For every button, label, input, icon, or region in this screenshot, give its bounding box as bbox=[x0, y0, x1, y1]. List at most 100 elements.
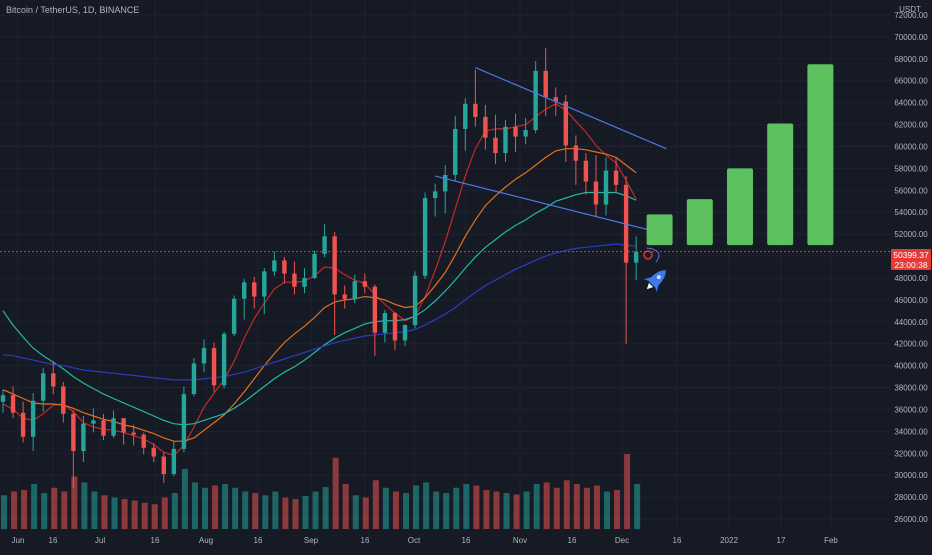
volume-bar bbox=[604, 491, 610, 529]
price-tick-label: 52000.00 bbox=[894, 230, 928, 239]
price-tick-label: 62000.00 bbox=[894, 121, 928, 130]
candle-body bbox=[141, 434, 146, 448]
alarm-icon[interactable] bbox=[643, 250, 653, 260]
volume-bar bbox=[493, 491, 500, 529]
trendlines[interactable] bbox=[435, 67, 667, 232]
candle-body bbox=[171, 448, 177, 475]
volume-bar bbox=[101, 495, 108, 529]
candle-body bbox=[493, 137, 498, 154]
volume-bar bbox=[111, 497, 118, 529]
volume-bar bbox=[121, 499, 128, 529]
volume-bar bbox=[252, 493, 259, 529]
volume-bar bbox=[1, 495, 7, 529]
time-axis[interactable]: Jun 16 Jul 16 Aug 16 Sep 16 Oct 16 Nov 16 Dec 16 2022 1… bbox=[12, 536, 839, 545]
volume-bar bbox=[392, 491, 399, 529]
symbol-title[interactable]: Bitcoin / TetherUS, 1D, BINANCE bbox=[6, 5, 140, 15]
candle-body bbox=[422, 197, 428, 276]
volume-bar bbox=[413, 485, 420, 529]
volume-bar bbox=[21, 490, 28, 529]
candle-body bbox=[91, 420, 96, 424]
candle-body bbox=[633, 251, 639, 263]
time-tick-label: Feb bbox=[824, 536, 838, 545]
price-tick-label: 42000.00 bbox=[894, 340, 928, 349]
projection-bar bbox=[767, 123, 794, 246]
volume-bar bbox=[362, 497, 369, 529]
candle-body bbox=[362, 281, 367, 287]
volume-bar bbox=[573, 484, 580, 529]
candle-body bbox=[543, 70, 548, 98]
candle-body bbox=[101, 420, 106, 436]
volume-bar bbox=[232, 487, 239, 529]
candle-body bbox=[523, 130, 528, 137]
volume-bar bbox=[212, 485, 219, 529]
volume-bar bbox=[131, 500, 138, 529]
volume-bar bbox=[352, 495, 359, 529]
price-tick-label: 68000.00 bbox=[894, 55, 928, 64]
projection-bars[interactable] bbox=[646, 64, 834, 263]
candle-body bbox=[453, 128, 458, 175]
candle-body bbox=[312, 253, 317, 278]
volume-bar bbox=[593, 485, 600, 529]
candle-body bbox=[332, 236, 337, 295]
time-tick-label: Aug bbox=[199, 536, 213, 545]
volume-bar bbox=[31, 484, 38, 529]
candle-body bbox=[603, 170, 609, 205]
candle-body bbox=[252, 282, 257, 297]
moving-average-orange bbox=[2, 148, 637, 442]
price-tick-label: 46000.00 bbox=[894, 296, 928, 305]
time-tick-label: 16 bbox=[151, 536, 160, 545]
candle-body bbox=[483, 116, 488, 138]
volume-bar bbox=[342, 484, 349, 529]
candle-body bbox=[443, 174, 448, 192]
volume-bar bbox=[51, 487, 58, 529]
price-tick-label: 34000.00 bbox=[894, 427, 928, 436]
candle-body bbox=[372, 286, 378, 333]
price-tick-label: 56000.00 bbox=[894, 186, 928, 195]
candle-body bbox=[221, 333, 227, 386]
candle-body bbox=[211, 348, 217, 386]
volume-bar bbox=[181, 469, 188, 529]
candle-body bbox=[30, 400, 36, 437]
volume-bar bbox=[161, 497, 168, 529]
price-tick-label: 30000.00 bbox=[894, 471, 928, 480]
volume-bar bbox=[332, 457, 339, 529]
trendline bbox=[475, 67, 667, 150]
volume-bar bbox=[513, 494, 520, 529]
candle-body bbox=[191, 363, 197, 395]
volume-bar bbox=[262, 495, 269, 529]
volume-bar bbox=[11, 491, 18, 529]
time-tick-label: Jul bbox=[95, 536, 105, 545]
volume-bar bbox=[322, 487, 329, 529]
candle-body bbox=[322, 236, 327, 254]
candle-body bbox=[503, 126, 508, 154]
price-tick-label: 60000.00 bbox=[894, 142, 928, 151]
volume-bar bbox=[473, 485, 480, 529]
volume-bars bbox=[1, 454, 641, 529]
candle-body bbox=[201, 348, 207, 364]
volume-bar bbox=[171, 493, 178, 529]
candle-body bbox=[81, 423, 86, 452]
volume-bar bbox=[634, 484, 641, 529]
candle-body bbox=[231, 298, 237, 334]
price-axis[interactable]: USDT 72000.00 70000.00 68000.00 66000.00 640… bbox=[890, 0, 932, 550]
projection-bar bbox=[686, 199, 713, 246]
moving-average-teal bbox=[2, 191, 637, 426]
candle-body bbox=[573, 145, 579, 161]
time-tick-label: Jun bbox=[12, 536, 25, 545]
price-tick-label: 72000.00 bbox=[894, 11, 928, 20]
volume-bar bbox=[382, 487, 389, 529]
volume-bar bbox=[91, 491, 98, 529]
volume-bar bbox=[61, 491, 68, 529]
candle-body bbox=[242, 282, 247, 299]
volume-bar bbox=[463, 484, 470, 529]
time-tick-label: 2022 bbox=[720, 536, 738, 545]
candle-body bbox=[513, 126, 518, 137]
volume-bar bbox=[433, 491, 440, 529]
candle-body bbox=[402, 325, 408, 341]
volume-bar bbox=[483, 490, 490, 529]
time-tick-label: Dec bbox=[615, 536, 629, 545]
candle-body bbox=[20, 412, 26, 437]
volume-bar bbox=[423, 482, 430, 529]
